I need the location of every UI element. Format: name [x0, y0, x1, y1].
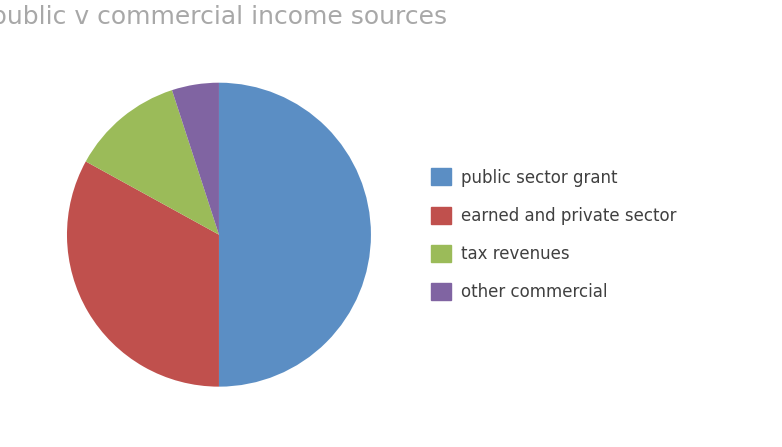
Wedge shape	[172, 83, 219, 235]
Title: public v commercial income sources: public v commercial income sources	[0, 5, 447, 29]
Wedge shape	[86, 90, 219, 235]
Legend: public sector grant, earned and private sector, tax revenues, other commercial: public sector grant, earned and private …	[431, 169, 676, 301]
Wedge shape	[219, 83, 371, 387]
Wedge shape	[67, 161, 219, 387]
